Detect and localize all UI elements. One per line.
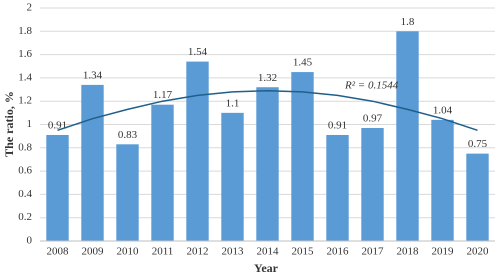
- bar: [116, 144, 139, 241]
- value-label: 1.04: [433, 104, 453, 116]
- trendline: [57, 89, 478, 132]
- y-tick-label: 1.6: [18, 48, 32, 60]
- y-tick-label: 0.8: [18, 141, 32, 153]
- bar: [291, 72, 314, 241]
- value-label: 1.45: [293, 57, 313, 69]
- y-tick-label: 1.2: [18, 95, 32, 107]
- bar: [361, 127, 384, 241]
- y-tick-label: 1.4: [18, 71, 32, 83]
- bar: [256, 87, 279, 241]
- y-tick-label: 0.6: [18, 165, 32, 177]
- x-tick-label: 2008: [47, 246, 70, 258]
- y-tick-label: 1.8: [18, 25, 32, 37]
- value-label: 1.1: [226, 97, 240, 109]
- bar: [431, 119, 454, 241]
- x-tick-label: 2009: [82, 246, 105, 258]
- bar: [396, 31, 419, 241]
- bar: [466, 153, 489, 241]
- value-label: 0.75: [468, 138, 488, 150]
- trendline-label: R² = 0.1544: [344, 80, 399, 92]
- value-label: 1.17: [153, 89, 173, 101]
- value-label: 0.91: [328, 120, 347, 132]
- x-tick-label: 2018: [397, 246, 420, 258]
- value-label: 1.8: [401, 16, 415, 28]
- y-tick-label: 0: [27, 235, 33, 247]
- x-tick-label: 2017: [362, 246, 385, 258]
- x-tick-label: 2015: [292, 246, 315, 258]
- x-axis-label: Year: [254, 261, 279, 275]
- bar: [151, 104, 174, 241]
- y-axis-label: The ratio, %: [2, 91, 16, 157]
- x-tick-label: 2013: [222, 246, 245, 258]
- value-label: 1.54: [188, 46, 208, 58]
- x-tick-label: 2012: [187, 246, 209, 258]
- bar: [326, 134, 349, 241]
- x-tick-label: 2019: [432, 246, 455, 258]
- value-label: 1.32: [258, 72, 277, 84]
- x-tick-label: 2020: [467, 246, 490, 258]
- y-tick-label: 0.4: [18, 188, 32, 200]
- x-tick-label: 2011: [152, 246, 174, 258]
- y-tick-label: 2: [27, 2, 33, 14]
- y-tick-label: 1: [27, 118, 33, 130]
- x-tick-label: 2016: [327, 246, 350, 258]
- value-label: 0.97: [363, 113, 383, 125]
- x-tick-label: 2010: [117, 246, 140, 258]
- bar: [81, 84, 104, 241]
- x-tick-label: 2014: [257, 246, 280, 258]
- y-tick-label: 0.2: [18, 211, 32, 223]
- value-label: 1.34: [83, 69, 103, 81]
- bar: [46, 134, 69, 241]
- bar: [186, 61, 209, 242]
- value-label: 0.83: [118, 129, 138, 141]
- bar: [221, 112, 244, 241]
